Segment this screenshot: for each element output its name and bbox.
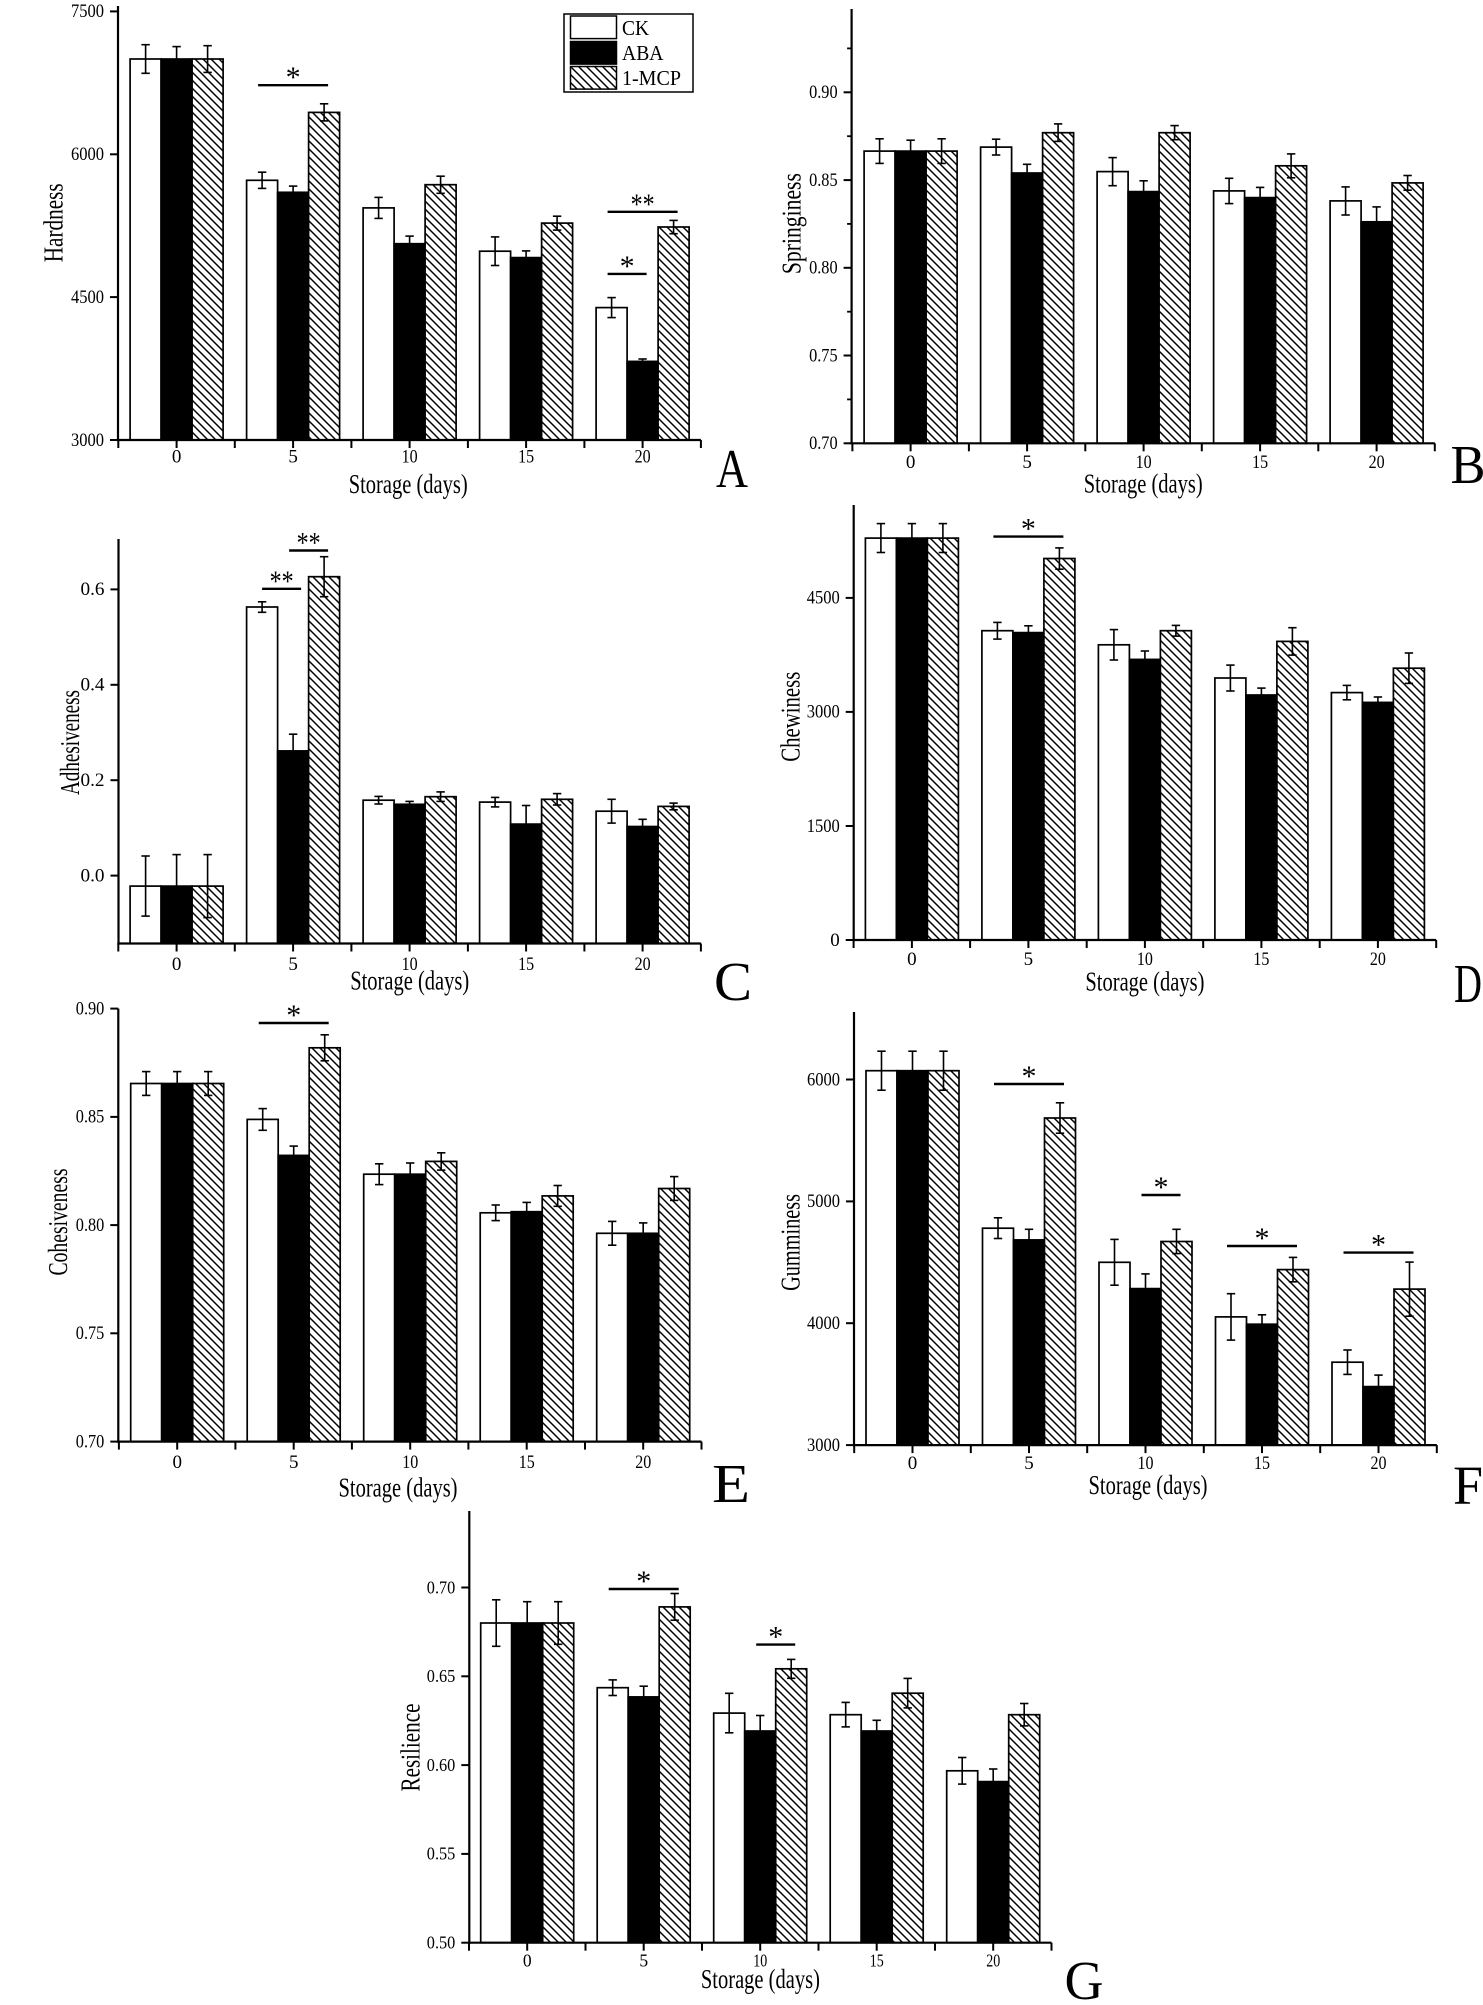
svg-text:15: 15 (1254, 1453, 1270, 1474)
svg-text:10: 10 (402, 1452, 418, 1473)
svg-text:D: D (1454, 953, 1482, 1014)
svg-text:**: ** (270, 565, 294, 598)
svg-text:ABA: ABA (622, 41, 664, 65)
svg-text:5: 5 (289, 1452, 299, 1473)
svg-text:0: 0 (172, 1452, 182, 1473)
svg-text:6000: 6000 (807, 1069, 840, 1090)
svg-text:3000: 3000 (807, 1435, 840, 1456)
svg-text:15: 15 (1252, 452, 1268, 473)
svg-text:5000: 5000 (807, 1191, 840, 1212)
svg-text:**: ** (297, 527, 321, 560)
svg-text:Cohesiveness: Cohesiveness (43, 1169, 73, 1276)
svg-text:CK: CK (622, 16, 649, 40)
svg-text:Hardness: Hardness (39, 183, 69, 262)
svg-text:*: * (1255, 1222, 1270, 1255)
svg-text:4500: 4500 (71, 287, 104, 308)
svg-text:0.75: 0.75 (809, 345, 838, 366)
svg-text:0.70: 0.70 (809, 433, 838, 454)
svg-text:4500: 4500 (807, 588, 840, 609)
svg-text:E: E (712, 1453, 750, 1514)
svg-text:1500: 1500 (807, 816, 840, 837)
svg-text:0.70: 0.70 (76, 1431, 105, 1452)
svg-text:Storage (days): Storage (days) (350, 966, 469, 996)
svg-text:5: 5 (1022, 452, 1032, 473)
svg-text:5: 5 (288, 954, 298, 975)
svg-text:0: 0 (908, 1453, 918, 1474)
svg-text:20: 20 (1369, 452, 1385, 473)
svg-text:0.80: 0.80 (76, 1215, 105, 1236)
svg-text:15: 15 (870, 1951, 884, 1971)
svg-text:B: B (1451, 434, 1483, 495)
svg-text:*: * (1154, 1171, 1169, 1204)
svg-text:20: 20 (1371, 1453, 1387, 1474)
svg-text:Storage (days): Storage (days) (701, 1964, 820, 1994)
svg-text:0.50: 0.50 (427, 1933, 456, 1953)
svg-text:20: 20 (1370, 949, 1386, 970)
svg-text:5: 5 (288, 447, 298, 468)
svg-text:Storage (days): Storage (days) (1085, 966, 1204, 996)
svg-text:A: A (716, 438, 748, 499)
svg-text:7500: 7500 (71, 1, 104, 22)
svg-text:5: 5 (1024, 949, 1034, 970)
svg-text:0.6: 0.6 (81, 579, 105, 600)
svg-text:*: * (620, 250, 635, 283)
svg-text:3000: 3000 (71, 430, 104, 451)
svg-text:0.70: 0.70 (427, 1577, 456, 1597)
svg-text:0: 0 (906, 452, 916, 473)
svg-text:0.55: 0.55 (427, 1844, 456, 1864)
svg-text:0.85: 0.85 (76, 1107, 105, 1128)
svg-text:4000: 4000 (807, 1313, 840, 1334)
svg-text:*: * (286, 999, 301, 1032)
svg-text:0.75: 0.75 (76, 1323, 105, 1344)
svg-text:0: 0 (172, 447, 182, 468)
svg-text:20: 20 (986, 1951, 1000, 1971)
svg-text:0.0: 0.0 (81, 865, 105, 886)
svg-text:20: 20 (635, 954, 651, 975)
svg-text:*: * (1371, 1229, 1386, 1262)
svg-text:1-MCP: 1-MCP (622, 66, 681, 90)
svg-text:0.90: 0.90 (76, 998, 105, 1019)
svg-text:Gumminess: Gumminess (776, 1194, 806, 1291)
svg-text:0: 0 (907, 949, 917, 970)
svg-text:0.90: 0.90 (809, 82, 838, 103)
svg-text:Storage (days): Storage (days) (1089, 1470, 1208, 1500)
svg-text:Adhesiveness: Adhesiveness (55, 690, 85, 795)
svg-text:0: 0 (172, 954, 182, 975)
svg-text:*: * (768, 1621, 783, 1654)
svg-text:0.60: 0.60 (427, 1755, 456, 1775)
svg-text:*: * (636, 1565, 651, 1598)
svg-text:Chewiness: Chewiness (776, 672, 806, 762)
svg-text:15: 15 (518, 954, 534, 975)
svg-text:0: 0 (523, 1951, 532, 1971)
svg-text:F: F (1453, 1455, 1483, 1516)
svg-text:Storage (days): Storage (days) (349, 469, 468, 499)
svg-text:Storage (days): Storage (days) (339, 1472, 458, 1502)
svg-text:Resilience: Resilience (395, 1703, 425, 1791)
svg-text:Springiness: Springiness (776, 173, 806, 274)
svg-text:C: C (714, 951, 752, 1012)
svg-text:3000: 3000 (807, 702, 840, 723)
svg-text:6000: 6000 (71, 144, 104, 165)
svg-text:0: 0 (830, 930, 840, 951)
svg-text:5: 5 (1024, 1453, 1034, 1474)
svg-text:15: 15 (519, 1452, 535, 1473)
svg-text:5: 5 (639, 1951, 648, 1971)
svg-text:0.65: 0.65 (427, 1666, 456, 1686)
svg-text:15: 15 (1253, 949, 1269, 970)
svg-text:*: * (1021, 513, 1036, 546)
svg-text:0.85: 0.85 (809, 170, 838, 191)
svg-text:0.80: 0.80 (809, 258, 838, 279)
svg-text:G: G (1065, 1950, 1104, 2000)
svg-text:*: * (286, 61, 301, 94)
svg-text:**: ** (631, 188, 655, 221)
svg-text:*: * (1022, 1060, 1037, 1093)
svg-text:20: 20 (635, 447, 651, 468)
svg-text:10: 10 (402, 447, 418, 468)
svg-text:20: 20 (635, 1452, 651, 1473)
svg-text:Storage (days): Storage (days) (1084, 469, 1203, 499)
svg-text:15: 15 (518, 447, 534, 468)
